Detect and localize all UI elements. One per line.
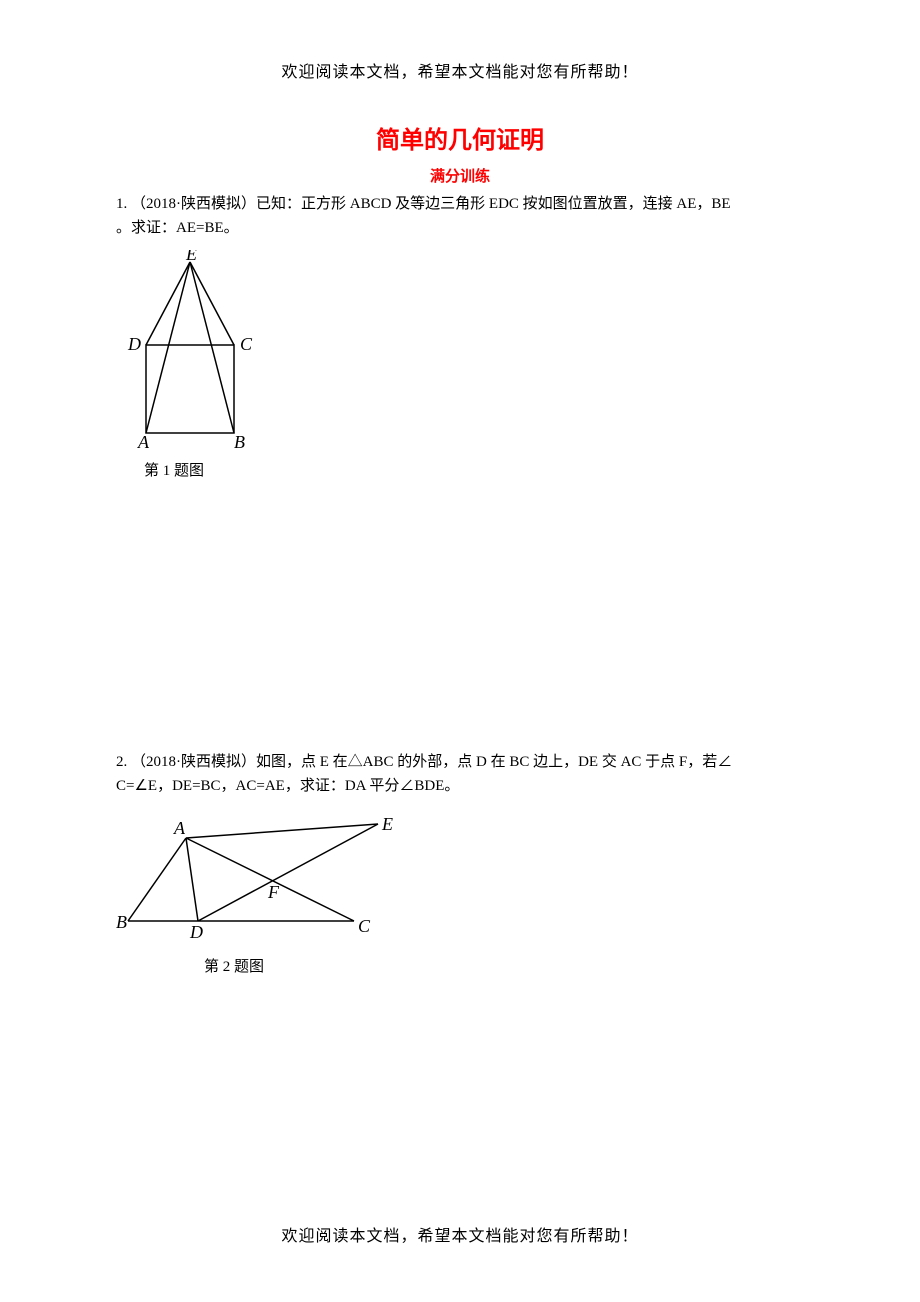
label-A2: A	[173, 818, 186, 838]
problem-1-figure: E D C A B	[116, 250, 276, 450]
document-title: 简单的几何证明	[0, 120, 920, 155]
problem-2-figure: A B C D E F	[116, 816, 406, 946]
footer-text: 欢迎阅读本文档，希望本文档能对您有所帮助！	[0, 1222, 920, 1246]
problem-2-text: 2. （2018·陕西模拟）如图，点 E 在△ABC 的外部，点 D 在 BC …	[116, 750, 804, 798]
header-text: 欢迎阅读本文档，希望本文档能对您有所帮助！	[0, 0, 920, 82]
document-subtitle: 满分训练	[0, 165, 920, 186]
problem-2-line2: C=∠E，DE=BC，AC=AE，求证：DA 平分∠BDE。	[116, 778, 459, 794]
problem-2-block: 2. （2018·陕西模拟）如图，点 E 在△ABC 的外部，点 D 在 BC …	[116, 750, 804, 976]
problem-1-figure-container: E D C A B 第 1 题图	[116, 250, 804, 480]
label-D2: D	[189, 922, 203, 942]
problem-1-number: 1.	[116, 196, 127, 212]
label-E2: E	[381, 816, 393, 834]
label-F2: F	[267, 882, 280, 902]
content-area: 1. （2018·陕西模拟）已知：正方形 ABCD 及等边三角形 EDC 按如图…	[0, 192, 920, 976]
problem-1-line1: 已知：正方形 ABCD 及等边三角形 EDC 按如图位置放置，连接 AE，BE	[256, 196, 731, 212]
problem-2-source: （2018·陕西模拟）	[131, 754, 256, 770]
label-C: C	[240, 334, 253, 354]
problem-1-text: 1. （2018·陕西模拟）已知：正方形 ABCD 及等边三角形 EDC 按如图…	[116, 192, 804, 240]
problem-1-source: （2018·陕西模拟）	[131, 196, 256, 212]
label-E: E	[185, 250, 197, 264]
problem-2-figure-container: A B C D E F 第 2 题图	[116, 816, 804, 976]
problem-2-number: 2.	[116, 754, 127, 770]
label-C2: C	[358, 916, 371, 936]
problem-2-line1: 如图，点 E 在△ABC 的外部，点 D 在 BC 边上，DE 交 AC 于点 …	[256, 754, 732, 770]
problem-2-figure-caption: 第 2 题图	[204, 955, 804, 976]
label-B: B	[234, 432, 245, 450]
label-D: D	[127, 334, 141, 354]
label-A: A	[137, 432, 150, 450]
label-B2: B	[116, 912, 127, 932]
problem-1-figure-caption: 第 1 题图	[144, 459, 804, 480]
problem-1-line2: 。求证：AE=BE。	[116, 220, 239, 236]
